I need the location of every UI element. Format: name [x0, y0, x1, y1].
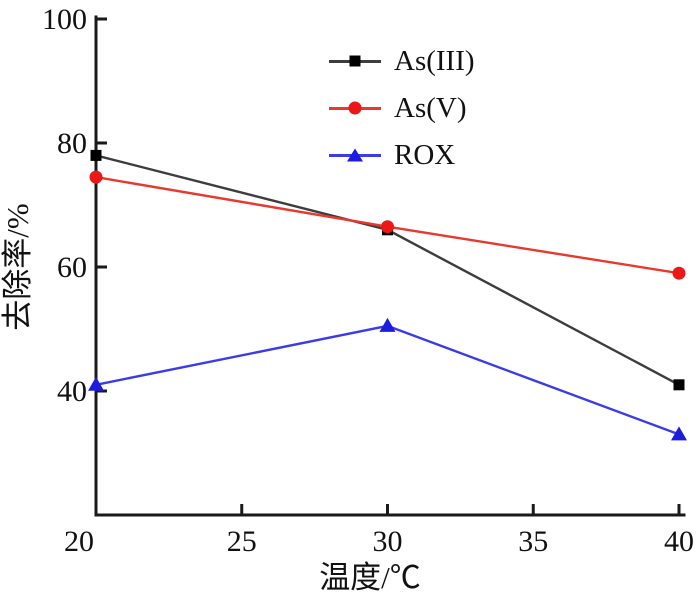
legend-item-as3: As(III) — [329, 38, 475, 84]
svg-text:80: 80 — [57, 127, 87, 160]
y-axis-title: 去除率/% — [0, 203, 35, 331]
series-As(III) — [90, 149, 685, 391]
line-circle-marker-icon — [329, 99, 381, 117]
legend-label-as3: As(III) — [394, 44, 475, 77]
x-axis-title: 温度/℃ — [319, 560, 421, 595]
line-square-marker-icon — [329, 52, 381, 70]
series-ROX — [88, 317, 687, 441]
legend-item-rox: ROX — [329, 132, 475, 178]
svg-text:30: 30 — [373, 525, 403, 558]
svg-text:60: 60 — [57, 251, 87, 284]
svg-text:100: 100 — [42, 3, 87, 36]
legend-label-rox: ROX — [394, 138, 456, 171]
series-As(V) — [89, 170, 686, 280]
svg-text:40: 40 — [664, 525, 694, 558]
svg-text:25: 25 — [227, 525, 257, 558]
svg-text:20: 20 — [64, 525, 94, 558]
svg-text:40: 40 — [57, 375, 87, 408]
legend-label-as5: As(V) — [394, 91, 467, 124]
chart-legend: As(III) As(V) ROX — [329, 38, 475, 179]
svg-text:35: 35 — [518, 525, 548, 558]
legend-item-as5: As(V) — [329, 85, 475, 131]
line-triangle-marker-icon — [329, 146, 381, 164]
